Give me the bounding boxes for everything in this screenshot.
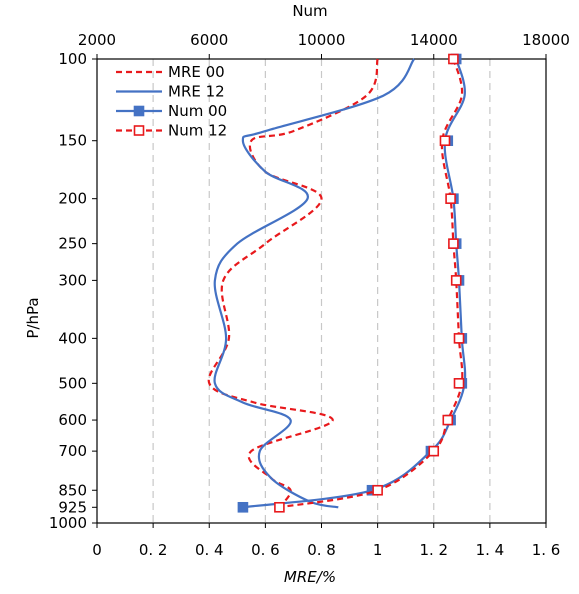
x-bottom-tick-label: 1. 4 — [476, 541, 505, 559]
data-point-marker — [274, 501, 285, 513]
y-tick-label: 700 — [58, 442, 87, 460]
series-num-12 — [274, 53, 465, 513]
y-tick-label: 200 — [58, 190, 87, 208]
x-top-tick-label: 2000 — [78, 31, 116, 49]
axes: 0 0. 2 0. 4 0. 6 0. 8 1 1. 2 1. 4 1. 6 2000 6000 10… — [49, 31, 570, 559]
data-point-marker — [448, 53, 459, 65]
series-mre-00 — [207, 58, 379, 508]
data-point-marker — [442, 414, 454, 426]
y-tick-label: 250 — [58, 235, 87, 253]
series-mre-12 — [213, 58, 416, 509]
x-axis-top-title: Num — [292, 2, 327, 20]
x-bottom-tick-label: 0 — [92, 541, 102, 559]
series-line-mre-00 — [207, 58, 379, 508]
y-tick-label: 925 — [58, 498, 87, 516]
data-point-marker — [445, 193, 456, 204]
y-tick-label: 500 — [58, 374, 87, 392]
x-bottom-tick-label: 1. 6 — [532, 541, 561, 559]
series-layer — [207, 53, 468, 513]
x-axis-bottom-title: MRE/% — [284, 568, 336, 586]
legend-label: MRE 00 — [168, 63, 225, 81]
x-bottom-tick-label: 0. 2 — [139, 541, 168, 559]
data-point-marker — [237, 501, 249, 513]
x-top-tick-label: 6000 — [190, 31, 228, 49]
data-point-marker — [428, 445, 440, 457]
series-num-00 — [237, 53, 468, 513]
legend-label: Num 12 — [168, 122, 227, 140]
data-point-marker — [448, 238, 459, 249]
data-point-marker — [453, 378, 465, 389]
x-top-tick-label: 10000 — [298, 31, 346, 49]
y-tick-label: 300 — [58, 271, 87, 289]
y-tick-label: 400 — [58, 329, 87, 347]
x-top-tick-label: 14000 — [410, 31, 458, 49]
y-tick-label: 100 — [58, 50, 87, 68]
x-bottom-tick-label: 1. 2 — [419, 541, 448, 559]
x-bottom-tick-label: 0. 4 — [195, 541, 224, 559]
y-tick-label: 850 — [58, 481, 87, 499]
data-point-marker — [450, 275, 462, 286]
legend-marker — [133, 105, 145, 117]
data-point-marker — [439, 135, 451, 147]
y-tick-label: 150 — [58, 132, 87, 150]
series-line-num-12 — [279, 58, 464, 509]
data-point-marker — [372, 484, 383, 496]
x-top-tick-label: 18000 — [522, 31, 570, 49]
series-line-mre-12 — [213, 58, 416, 509]
y-axis-title: P/hPa — [24, 297, 42, 338]
x-bottom-tick-label: 1 — [373, 541, 383, 559]
x-bottom-tick-label: 0. 6 — [251, 541, 280, 559]
x-bottom-tick-label: 0. 8 — [307, 541, 336, 559]
gridlines — [152, 59, 491, 523]
legend-label: MRE 12 — [168, 83, 225, 101]
y-tick-label: 1000 — [49, 514, 87, 532]
legend-label: Num 00 — [168, 102, 227, 120]
y-tick-label: 600 — [58, 411, 87, 429]
legend-marker — [133, 125, 145, 136]
data-point-marker — [453, 333, 465, 344]
